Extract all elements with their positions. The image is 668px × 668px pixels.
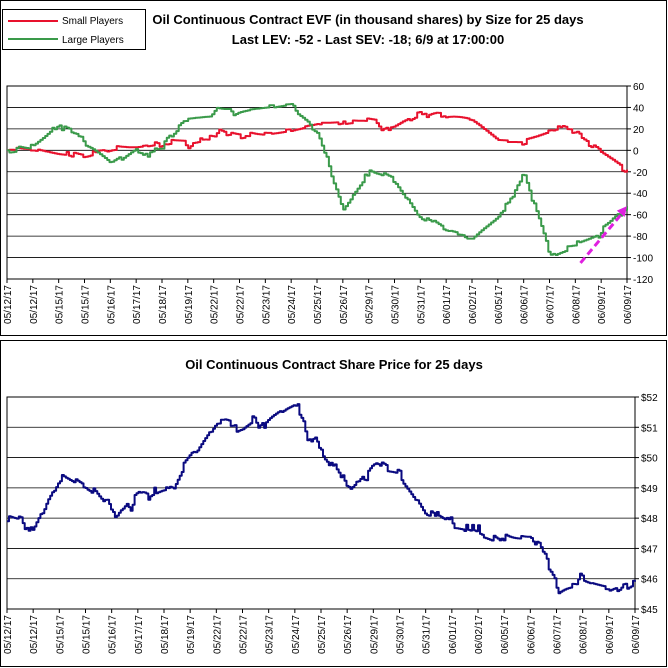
top-chart-y-tick-label: -40: [633, 189, 648, 200]
top-chart-x-tick-label: 06/02/17: [468, 285, 479, 324]
bottom-chart-series-line-0: [7, 403, 636, 595]
top-chart-y-tick-label: 60: [633, 82, 645, 93]
legend-label-large-players: Large Players: [62, 35, 124, 46]
bottom-chart-y-tick-label: $45: [641, 605, 658, 616]
top-chart-x-tick-label: 06/09/17: [597, 285, 608, 324]
bottom-chart-x-tick-label: 05/30/17: [396, 615, 407, 654]
bottom-chart-y-tick-label: $48: [641, 514, 658, 525]
top-chart-x-tick-label: 05/22/17: [236, 285, 247, 324]
bottom-chart-x-tick-label: 05/16/17: [108, 615, 119, 654]
bottom-chart-x-tick-label: 06/08/17: [579, 615, 590, 654]
bottom-chart-x-tick-label: 05/23/17: [265, 615, 276, 654]
bottom-chart-x-tick-label: 05/26/17: [343, 615, 354, 654]
bottom-chart-y-tick-label: $46: [641, 575, 658, 586]
top-chart-x-tick-label: 06/09/17: [623, 285, 634, 324]
top-chart-x-tick-label: 05/15/17: [55, 285, 66, 324]
top-chart-y-tick-label: -20: [633, 168, 648, 179]
legend: Small Players Large Players: [2, 9, 146, 50]
top-chart-series-small-players: [7, 111, 628, 173]
top-chart-x-tick-label: 06/01/17: [442, 285, 453, 324]
top-chart-x-tick-label: 06/08/17: [571, 285, 582, 324]
top-chart-title: Oil Continuous Contract EVF (in thousand…: [152, 12, 583, 27]
bottom-chart-y-tick-label: $50: [641, 454, 658, 465]
top-chart-y-tick-label: 0: [633, 146, 639, 157]
top-chart-x-tick-label: 05/30/17: [391, 285, 402, 324]
top-chart-x-tick-label: 05/29/17: [365, 285, 376, 324]
top-chart-x-tick-label: 05/26/17: [339, 285, 350, 324]
bottom-chart-x-tick-label: 05/15/17: [82, 615, 93, 654]
top-chart-y-tick-label: -100: [633, 254, 653, 265]
bottom-chart-x-tick-label: 06/05/17: [500, 615, 511, 654]
top-chart-series-large-players: [7, 103, 628, 256]
bottom-chart-x-tick-label: 05/15/17: [55, 615, 66, 654]
top-plot-area: -120 -100 -80 -60 -40 -20 0 20 40 60 05/12/17 05/12…: [3, 82, 653, 324]
top-chart-x-tick-label: 05/31/17: [416, 285, 427, 324]
top-chart-subtitle: Last LEV: -52 - Last SEV: -18; 6/9 at 17…: [232, 32, 504, 47]
top-chart-x-tick-label: 05/23/17: [261, 285, 272, 324]
top-chart-y-tick-label: 20: [633, 125, 645, 136]
legend-box: [2, 9, 146, 50]
bottom-chart-x-tick-label: 05/22/17: [239, 615, 250, 654]
top-chart-x-tick-label: 05/17/17: [132, 285, 143, 324]
top-chart-x-tick-label: 05/15/17: [81, 285, 92, 324]
bottom-chart-x-tick-label: 05/25/17: [317, 615, 328, 654]
bottom-chart-title: Oil Continuous Contract Share Price for …: [185, 357, 483, 372]
top-chart-x-tick-label: 05/25/17: [313, 285, 324, 324]
top-chart-x-tick-label: 05/18/17: [158, 285, 169, 324]
top-chart-x-tick-label: 05/12/17: [29, 285, 40, 324]
bottom-chart-x-tick-label: 06/06/17: [526, 615, 537, 654]
bottom-chart-x-tick-label: 05/17/17: [134, 615, 145, 654]
top-chart-x-tick-label: 05/16/17: [106, 285, 117, 324]
bottom-chart-x-tick-label: 05/18/17: [160, 615, 171, 654]
top-chart-x-tick-label: 05/12/17: [3, 285, 14, 324]
bottom-chart-x-tick-label: 05/12/17: [29, 615, 40, 654]
top-chart-x-tick-label: 06/07/17: [546, 285, 557, 324]
top-chart-y-tick-label: -80: [633, 232, 648, 243]
bottom-chart-x-tick-label: 06/01/17: [448, 615, 459, 654]
top-chart-y-tick-label: 40: [633, 103, 645, 114]
top-chart-trend-arrow-line: [579, 210, 626, 264]
bottom-chart-x-tick-label: 06/07/17: [553, 615, 564, 654]
bottom-chart-y-tick-label: $49: [641, 484, 658, 495]
bottom-chart-x-tick-label: 05/19/17: [186, 615, 197, 654]
top-chart-y-tick-label: -60: [633, 211, 648, 222]
bottom-chart-x-tick-label: 06/09/17: [631, 615, 642, 654]
bottom-chart-x-tick-label: 06/02/17: [474, 615, 485, 654]
bottom-chart-x-tick-label: 05/12/17: [3, 615, 14, 654]
bottom-chart-x-tick-label: 05/29/17: [369, 615, 380, 654]
top-chart-x-tick-label: 05/19/17: [184, 285, 195, 324]
top-chart-trend-arrow-head: [616, 206, 627, 217]
bottom-plot-area: $45 $46 $47 $48 $49 $50 $51 $52 05/12/17 05/12/17…: [3, 393, 658, 654]
bottom-chart-y-tick-label: $52: [641, 393, 658, 404]
top-chart-x-tick-label: 06/05/17: [494, 285, 505, 324]
bottom-chart-x-tick-label: 05/24/17: [291, 615, 302, 654]
top-chart-x-tick-label: 05/22/17: [210, 285, 221, 324]
top-chart-x-tick-label: 05/24/17: [287, 285, 298, 324]
bottom-chart-plot-border: [6, 396, 636, 610]
bottom-chart-x-tick-label: 05/31/17: [422, 615, 433, 654]
bottom-chart-x-tick-label: 05/22/17: [212, 615, 223, 654]
legend-label-small-players: Small Players: [62, 16, 123, 27]
bottom-chart-x-tick-label: 06/09/17: [605, 615, 616, 654]
top-chart-y-tick-label: -120: [633, 275, 653, 286]
bottom-chart-y-tick-label: $47: [641, 544, 658, 555]
top-chart-x-tick-label: 06/06/17: [520, 285, 531, 324]
top-chart-plot-border: [6, 85, 628, 280]
bottom-chart-y-tick-label: $51: [641, 423, 658, 434]
